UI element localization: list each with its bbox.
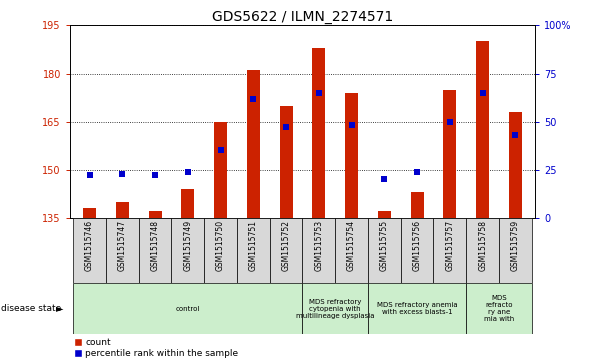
Bar (345, 93, 358, 218)
Bar (270, 218, 303, 283)
Text: GSM1515747: GSM1515747 (118, 220, 127, 271)
Bar (466, 218, 499, 283)
Bar (204, 218, 237, 283)
Bar (368, 218, 401, 283)
Bar (313, 48, 325, 218)
Text: GSM1515751: GSM1515751 (249, 220, 258, 271)
Bar (443, 90, 457, 218)
Text: GSM1515758: GSM1515758 (478, 220, 487, 271)
Bar (139, 218, 171, 283)
Text: GSM1515754: GSM1515754 (347, 220, 356, 271)
Bar (401, 218, 434, 283)
Bar (368, 283, 466, 334)
Bar (247, 70, 260, 218)
Bar (509, 112, 522, 218)
Text: disease state: disease state (1, 304, 61, 313)
Legend: count, percentile rank within the sample: count, percentile rank within the sample (74, 338, 238, 358)
Text: MDS
refracto
ry ane
mia with: MDS refracto ry ane mia with (484, 295, 514, 322)
Bar (434, 218, 466, 283)
Text: GSM1515746: GSM1515746 (85, 220, 94, 271)
Bar (148, 211, 162, 218)
Bar (106, 218, 139, 283)
Bar (499, 218, 532, 283)
Bar (214, 122, 227, 218)
Bar (73, 218, 106, 283)
Bar (378, 211, 391, 218)
Text: GSM1515752: GSM1515752 (282, 220, 291, 271)
Title: GDS5622 / ILMN_2274571: GDS5622 / ILMN_2274571 (212, 11, 393, 24)
Bar (171, 218, 204, 283)
Text: GSM1515759: GSM1515759 (511, 220, 520, 271)
Text: GSM1515753: GSM1515753 (314, 220, 323, 271)
Bar (335, 218, 368, 283)
Bar (466, 283, 532, 334)
Text: MDS refractory anemia
with excess blasts-1: MDS refractory anemia with excess blasts… (377, 302, 457, 315)
Bar (302, 218, 335, 283)
Bar (237, 218, 270, 283)
Text: GSM1515748: GSM1515748 (151, 220, 159, 271)
Bar (83, 208, 96, 218)
Bar (181, 189, 195, 218)
Bar (73, 283, 302, 334)
Text: control: control (176, 306, 200, 311)
Text: ►: ► (57, 303, 64, 314)
Text: GSM1515756: GSM1515756 (413, 220, 421, 271)
Text: GSM1515755: GSM1515755 (380, 220, 389, 271)
Text: GSM1515750: GSM1515750 (216, 220, 225, 271)
Bar (476, 41, 489, 218)
Bar (410, 192, 424, 218)
Text: GSM1515757: GSM1515757 (446, 220, 454, 271)
Bar (280, 106, 292, 218)
Text: GSM1515749: GSM1515749 (184, 220, 192, 271)
Bar (302, 283, 368, 334)
Text: MDS refractory
cytopenia with
multilineage dysplasia: MDS refractory cytopenia with multilinea… (296, 298, 375, 319)
Bar (116, 202, 129, 218)
